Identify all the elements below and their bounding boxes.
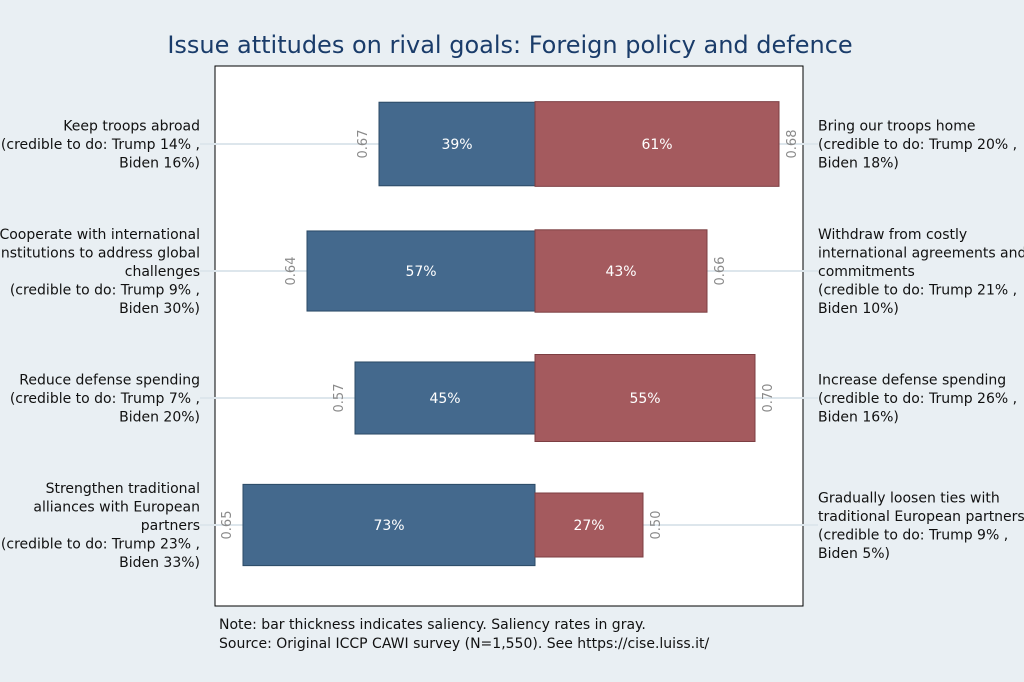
left-category-label-line: Strengthen traditional (46, 481, 200, 497)
right-value-label: 55% (629, 391, 660, 407)
left-category-label-line: Keep troops abroad (63, 119, 200, 135)
right-category-label-line: Gradually loosen ties with (818, 490, 1000, 506)
row-1: 39% 61% 0.67 0.68 Keep troops abroad (credibl… (1, 101, 1017, 187)
right-category-label-line: (credible to do: Trump 21% , (818, 283, 1017, 299)
left-category-label-line: Biden 20%) (119, 410, 200, 426)
left-value-label: 57% (405, 264, 436, 280)
row-3: 45% 55% 0.57 0.70 Reduce defense spending (cr… (10, 354, 1017, 442)
right-category-label-line: (credible to do: Trump 26% , (818, 391, 1017, 407)
notes-layer: Note: bar thickness indicates saliency. … (219, 617, 709, 652)
row-2: 57% 43% 0.64 0.66 Cooperate with internation… (0, 227, 1024, 317)
note-line-1: Note: bar thickness indicates saliency. … (219, 617, 646, 633)
left-saliency-label: 0.65 (220, 511, 235, 540)
left-category-label-line: Cooperate with international (0, 227, 200, 243)
right-category-label-line: commitments (818, 264, 915, 280)
left-bar (378, 101, 536, 187)
right-bar (534, 492, 644, 558)
left-saliency-label: 0.67 (356, 130, 371, 159)
right-saliency-label: 0.66 (713, 257, 728, 286)
left-category-label: Strengthen traditional alliances with Eur… (1, 481, 200, 571)
right-value-label: 43% (605, 264, 636, 280)
right-saliency-label: 0.70 (761, 384, 776, 413)
left-category-label-line: challenges (125, 264, 200, 280)
rows-layer: 39% 61% 0.67 0.68 Keep troops abroad (credibl… (0, 101, 1024, 571)
right-saliency-label: 0.50 (649, 511, 664, 540)
right-category-label-line: Increase defense spending (818, 373, 1006, 389)
right-category-label-line: Biden 16%) (818, 410, 899, 426)
left-category-label-line: Biden 16%) (119, 156, 200, 172)
right-value-label: 27% (573, 518, 604, 534)
right-category-label: Increase defense spending (credible to do… (818, 373, 1017, 426)
left-category-label: Reduce defense spending (credible to do: … (10, 373, 200, 426)
left-bar (306, 230, 536, 312)
left-value-label: 39% (441, 137, 472, 153)
right-category-label-line: Bring our troops home (818, 119, 976, 135)
left-value-label: 73% (373, 518, 404, 534)
left-category-label-line: (credible to do: Trump 7% , (10, 391, 200, 407)
right-category-label-line: international agreements and (818, 246, 1024, 262)
left-category-label-line: Biden 33%) (119, 555, 200, 571)
right-category-label-line: Biden 5%) (818, 546, 890, 562)
right-category-label: Gradually loosen ties with traditional Eu… (818, 490, 1024, 562)
left-category-label: Keep troops abroad (credible to do: Trump… (1, 119, 200, 172)
left-category-label-line: institutions to address global (0, 246, 200, 262)
right-bar (534, 354, 756, 442)
chart-title: Issue attitudes on rival goals: Foreign … (167, 31, 852, 59)
right-category-label-line: Biden 18%) (818, 156, 899, 172)
left-category-label: Cooperate with international institutions… (0, 227, 200, 317)
left-saliency-label: 0.64 (284, 257, 299, 286)
note-line-2: Source: Original ICCP CAWI survey (N=1,5… (219, 636, 709, 652)
row-4: 73% 27% 0.65 0.50 Strengthen traditional alli… (1, 481, 1024, 571)
right-bar (534, 101, 780, 187)
left-category-label-line: Biden 30%) (119, 301, 200, 317)
left-category-label-line: partners (141, 518, 200, 534)
right-category-label: Withdraw from costly international agreem… (818, 227, 1024, 317)
right-category-label: Bring our troops home (credible to do: Tr… (818, 119, 1017, 172)
left-category-label-line: (credible to do: Trump 14% , (1, 137, 200, 153)
left-value-label: 45% (429, 391, 460, 407)
left-category-label-line: (credible to do: Trump 23% , (1, 537, 200, 553)
right-value-label: 61% (641, 137, 672, 153)
left-bar (242, 483, 536, 567)
right-bar (534, 229, 708, 313)
right-category-label-line: Biden 10%) (818, 301, 899, 317)
left-category-label-line: (credible to do: Trump 9% , (10, 283, 200, 299)
right-category-label-line: (credible to do: Trump 9% , (818, 527, 1008, 543)
left-saliency-label: 0.57 (332, 384, 347, 413)
right-category-label-line: traditional European partners (818, 509, 1024, 525)
left-category-label-line: alliances with European (33, 500, 200, 516)
right-saliency-label: 0.68 (785, 130, 800, 159)
left-category-label-line: Reduce defense spending (19, 373, 200, 389)
right-category-label-line: Withdraw from costly (818, 227, 967, 243)
right-category-label-line: (credible to do: Trump 20% , (818, 137, 1017, 153)
